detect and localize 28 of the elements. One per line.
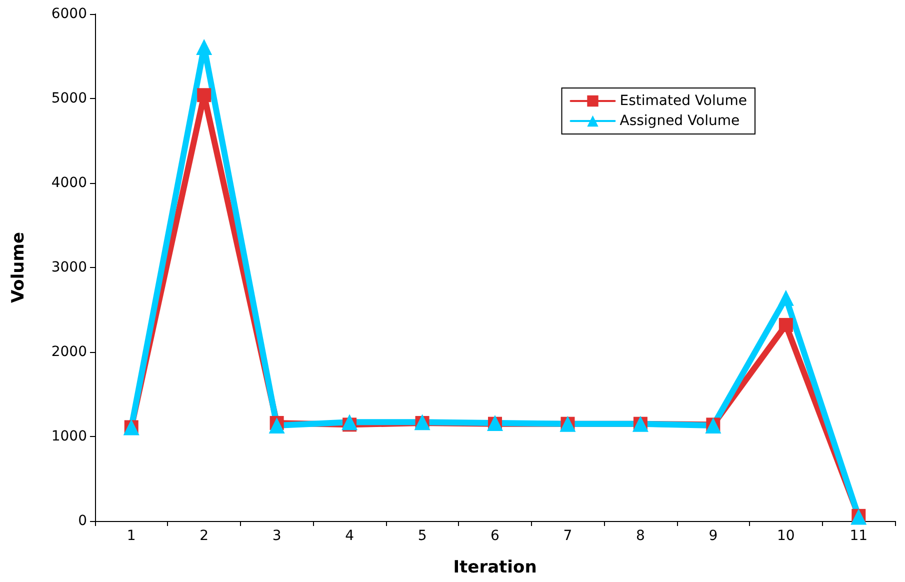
- point: [778, 290, 794, 306]
- y-tick-label: 5000: [51, 90, 87, 106]
- point: [196, 38, 212, 55]
- y-tick-label: 6000: [51, 6, 87, 22]
- x-tick-label: 1: [126, 528, 136, 544]
- legend-label: Estimated Volume: [620, 93, 748, 109]
- point: [268, 418, 285, 434]
- x-tick-label: 5: [418, 528, 427, 544]
- point: [778, 318, 793, 332]
- point: [342, 414, 358, 430]
- legend-label: Assigned Volume: [620, 113, 740, 129]
- x-tick-label: 6: [490, 528, 500, 544]
- x-tick-label: 10: [776, 528, 795, 544]
- x-tick-label: 11: [850, 528, 868, 544]
- y-tick-label: 0: [78, 513, 87, 529]
- x-tick-label: 9: [708, 528, 718, 544]
- point: [197, 88, 212, 102]
- x-tick-label: 3: [272, 528, 282, 544]
- y-tick-label: 4000: [51, 175, 87, 191]
- x-tick-label: 7: [563, 528, 572, 544]
- y-tick-label: 1000: [51, 428, 87, 444]
- x-axis-title: Iteration: [453, 558, 537, 578]
- x-tick-label: 8: [636, 528, 645, 544]
- y-tick-label: 3000: [51, 260, 87, 276]
- y-axis-title: Volume: [8, 232, 28, 304]
- x-tick-label: 2: [200, 528, 209, 544]
- x-tick-label: 4: [345, 528, 354, 544]
- y-tick-label: 2000: [51, 344, 87, 360]
